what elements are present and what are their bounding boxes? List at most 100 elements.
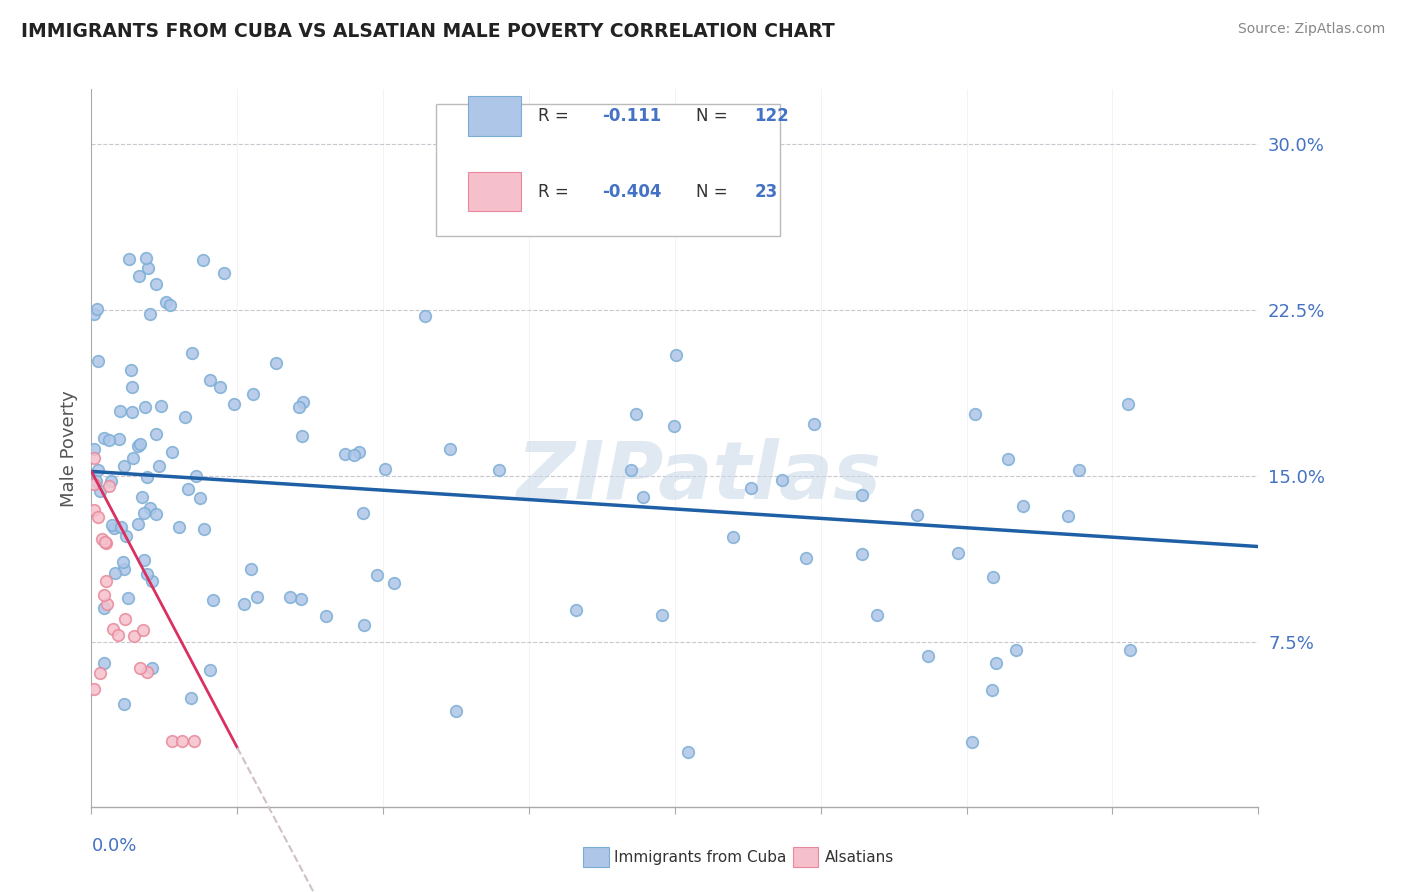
Point	[121, 380, 143, 394]
Point	[343, 448, 366, 462]
Point	[103, 521, 125, 535]
Point	[110, 520, 132, 534]
Point	[184, 468, 207, 483]
Point	[352, 506, 374, 520]
Point	[145, 507, 167, 521]
Point	[108, 404, 131, 418]
Point	[662, 418, 685, 433]
Point	[191, 252, 214, 267]
Point	[132, 553, 155, 567]
Point	[136, 567, 159, 582]
Point	[180, 346, 202, 360]
Text: ZIPatlas: ZIPatlas	[516, 438, 880, 516]
Point	[131, 490, 153, 504]
Point	[264, 355, 287, 369]
Point	[233, 597, 256, 611]
Point	[188, 491, 211, 506]
Point	[101, 518, 124, 533]
Point	[83, 477, 105, 491]
Point	[86, 510, 108, 524]
Point	[287, 401, 309, 415]
Point	[624, 407, 647, 421]
Point	[120, 363, 142, 377]
Point	[382, 575, 405, 590]
Point	[290, 592, 312, 607]
Point	[93, 600, 115, 615]
Point	[665, 348, 688, 362]
Text: IMMIGRANTS FROM CUBA VS ALSATIAN MALE POVERTY CORRELATION CHART: IMMIGRANTS FROM CUBA VS ALSATIAN MALE PO…	[21, 22, 835, 41]
Point	[1116, 397, 1139, 411]
Point	[135, 665, 157, 680]
Point	[631, 490, 654, 504]
Point	[960, 735, 983, 749]
Point	[131, 623, 153, 637]
Point	[112, 562, 135, 576]
Point	[145, 277, 167, 291]
Point	[141, 574, 163, 589]
Point	[162, 734, 184, 748]
Point	[148, 458, 170, 473]
Point	[439, 442, 461, 456]
Point	[93, 535, 115, 549]
Text: R =: R =	[538, 107, 569, 125]
Point	[135, 252, 157, 266]
Text: N =: N =	[696, 183, 727, 201]
Text: 122: 122	[754, 107, 789, 125]
Point	[149, 399, 172, 413]
Point	[100, 474, 122, 488]
Point	[193, 522, 215, 536]
Point	[245, 590, 267, 604]
Point	[1056, 509, 1078, 524]
Point	[83, 451, 105, 466]
Point	[180, 691, 202, 706]
Point	[89, 666, 111, 681]
Point	[981, 682, 1004, 697]
Y-axis label: Male Poverty: Male Poverty	[59, 390, 77, 507]
Point	[98, 479, 121, 493]
Point	[172, 734, 194, 748]
Point	[141, 660, 163, 674]
Point	[118, 252, 141, 266]
Point	[127, 517, 149, 532]
Point	[127, 439, 149, 453]
Text: Alsatians: Alsatians	[825, 850, 894, 864]
Point	[128, 268, 150, 283]
Point	[678, 745, 700, 759]
Point	[121, 405, 143, 419]
Text: 23: 23	[754, 183, 778, 201]
Text: Source: ZipAtlas.com: Source: ZipAtlas.com	[1237, 22, 1385, 37]
Point	[174, 409, 197, 424]
Point	[135, 470, 157, 484]
Point	[1067, 462, 1090, 476]
Point	[565, 603, 588, 617]
Point	[169, 520, 191, 534]
Point	[721, 530, 744, 544]
Point	[160, 445, 183, 459]
Point	[208, 380, 231, 394]
Point	[122, 451, 145, 466]
Point	[177, 482, 200, 496]
Point	[278, 590, 301, 604]
Point	[291, 395, 314, 409]
Point	[83, 681, 105, 696]
Point	[183, 734, 205, 748]
Point	[803, 417, 825, 431]
Point	[374, 461, 396, 475]
Point	[347, 445, 370, 459]
Point	[94, 536, 117, 550]
Point	[134, 400, 156, 414]
Point	[851, 547, 873, 561]
Point	[620, 463, 643, 477]
FancyBboxPatch shape	[436, 103, 780, 236]
Point	[242, 387, 264, 401]
Point	[198, 373, 221, 387]
Point	[103, 622, 125, 636]
Point	[86, 302, 108, 317]
Point	[87, 463, 110, 477]
Point	[222, 396, 245, 410]
Point	[129, 437, 152, 451]
Point	[112, 697, 135, 711]
Point	[315, 608, 337, 623]
Point	[93, 656, 115, 670]
Point	[415, 309, 437, 323]
